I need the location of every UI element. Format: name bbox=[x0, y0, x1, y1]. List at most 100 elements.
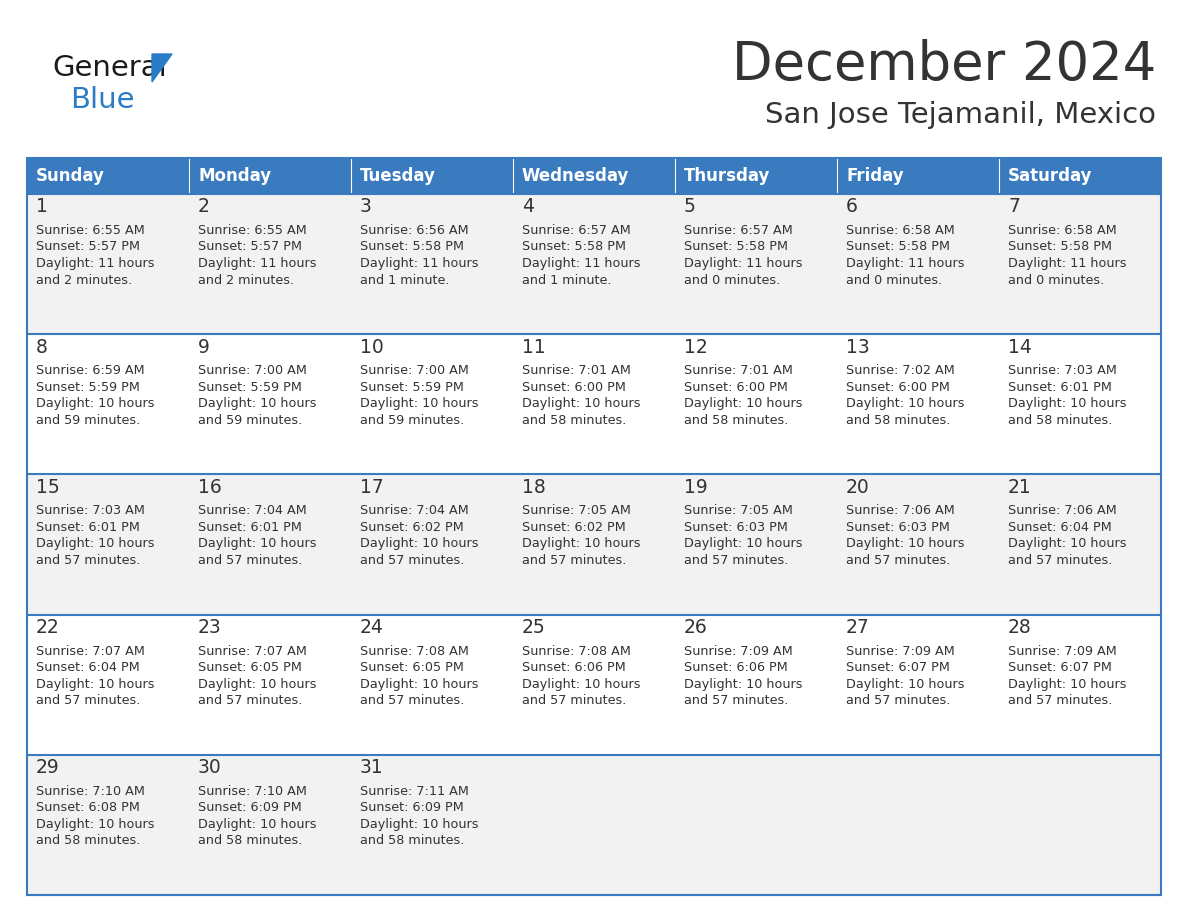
Text: Daylight: 10 hours: Daylight: 10 hours bbox=[36, 818, 154, 831]
Text: 8: 8 bbox=[36, 338, 48, 357]
Text: 15: 15 bbox=[36, 478, 59, 497]
Bar bbox=[675, 158, 838, 194]
Text: Daylight: 10 hours: Daylight: 10 hours bbox=[846, 397, 965, 410]
Text: and 2 minutes.: and 2 minutes. bbox=[36, 274, 132, 286]
Text: and 57 minutes.: and 57 minutes. bbox=[1007, 554, 1112, 567]
Text: Sunset: 5:57 PM: Sunset: 5:57 PM bbox=[198, 241, 302, 253]
Text: Sunset: 5:59 PM: Sunset: 5:59 PM bbox=[360, 381, 463, 394]
Text: Sunrise: 7:07 AM: Sunrise: 7:07 AM bbox=[36, 644, 145, 657]
Text: Sunset: 6:00 PM: Sunset: 6:00 PM bbox=[846, 381, 950, 394]
Text: 11: 11 bbox=[522, 338, 545, 357]
Text: Daylight: 11 hours: Daylight: 11 hours bbox=[684, 257, 803, 270]
Text: Sunrise: 7:06 AM: Sunrise: 7:06 AM bbox=[846, 504, 955, 518]
Text: 24: 24 bbox=[360, 618, 384, 637]
Text: Daylight: 10 hours: Daylight: 10 hours bbox=[522, 397, 640, 410]
Text: and 57 minutes.: and 57 minutes. bbox=[846, 694, 950, 707]
Text: Daylight: 10 hours: Daylight: 10 hours bbox=[360, 818, 479, 831]
Text: Sunrise: 6:58 AM: Sunrise: 6:58 AM bbox=[1007, 224, 1117, 237]
Text: Sunset: 6:08 PM: Sunset: 6:08 PM bbox=[36, 801, 140, 814]
Text: and 0 minutes.: and 0 minutes. bbox=[846, 274, 942, 286]
Text: 22: 22 bbox=[36, 618, 59, 637]
Text: Sunset: 6:01 PM: Sunset: 6:01 PM bbox=[36, 521, 140, 534]
Text: Sunset: 6:07 PM: Sunset: 6:07 PM bbox=[1007, 661, 1112, 674]
Text: Sunrise: 6:57 AM: Sunrise: 6:57 AM bbox=[522, 224, 631, 237]
Text: Sunset: 6:06 PM: Sunset: 6:06 PM bbox=[522, 661, 626, 674]
Text: Sunset: 6:09 PM: Sunset: 6:09 PM bbox=[360, 801, 463, 814]
Bar bbox=[999, 158, 1161, 194]
Text: Sunrise: 6:55 AM: Sunrise: 6:55 AM bbox=[198, 224, 307, 237]
Text: Wednesday: Wednesday bbox=[522, 167, 630, 185]
Text: Sunset: 6:04 PM: Sunset: 6:04 PM bbox=[1007, 521, 1112, 534]
Text: and 57 minutes.: and 57 minutes. bbox=[522, 554, 626, 567]
Bar bbox=[27, 755, 1161, 895]
Text: 10: 10 bbox=[360, 338, 384, 357]
Bar bbox=[27, 158, 189, 194]
Text: Sunset: 6:01 PM: Sunset: 6:01 PM bbox=[1007, 381, 1112, 394]
Text: 6: 6 bbox=[846, 197, 858, 217]
Text: 17: 17 bbox=[360, 478, 384, 497]
Bar bbox=[350, 158, 513, 194]
Text: and 58 minutes.: and 58 minutes. bbox=[198, 834, 303, 847]
Text: Sunset: 6:02 PM: Sunset: 6:02 PM bbox=[360, 521, 463, 534]
Text: Daylight: 11 hours: Daylight: 11 hours bbox=[198, 257, 316, 270]
Text: Sunrise: 7:00 AM: Sunrise: 7:00 AM bbox=[360, 364, 469, 377]
Text: Sunrise: 7:08 AM: Sunrise: 7:08 AM bbox=[360, 644, 469, 657]
Text: Sunday: Sunday bbox=[36, 167, 105, 185]
Text: Sunrise: 6:58 AM: Sunrise: 6:58 AM bbox=[846, 224, 955, 237]
Text: Sunrise: 7:11 AM: Sunrise: 7:11 AM bbox=[360, 785, 469, 798]
Text: 4: 4 bbox=[522, 197, 533, 217]
Text: 26: 26 bbox=[684, 618, 708, 637]
Text: Daylight: 11 hours: Daylight: 11 hours bbox=[846, 257, 965, 270]
Text: Sunrise: 7:06 AM: Sunrise: 7:06 AM bbox=[1007, 504, 1117, 518]
Text: 12: 12 bbox=[684, 338, 708, 357]
Text: 9: 9 bbox=[198, 338, 210, 357]
Text: Sunset: 6:03 PM: Sunset: 6:03 PM bbox=[684, 521, 788, 534]
Text: Daylight: 10 hours: Daylight: 10 hours bbox=[36, 537, 154, 551]
Text: Sunset: 6:07 PM: Sunset: 6:07 PM bbox=[846, 661, 950, 674]
Text: Sunset: 5:57 PM: Sunset: 5:57 PM bbox=[36, 241, 140, 253]
Bar bbox=[838, 158, 999, 194]
Text: General: General bbox=[52, 54, 166, 82]
Text: Sunrise: 7:01 AM: Sunrise: 7:01 AM bbox=[684, 364, 792, 377]
Text: 2: 2 bbox=[198, 197, 210, 217]
Text: Monday: Monday bbox=[198, 167, 271, 185]
Text: 30: 30 bbox=[198, 758, 222, 778]
Bar bbox=[27, 158, 1161, 895]
Text: Daylight: 10 hours: Daylight: 10 hours bbox=[198, 397, 316, 410]
Text: Saturday: Saturday bbox=[1007, 167, 1093, 185]
Text: 5: 5 bbox=[684, 197, 696, 217]
Text: Sunrise: 7:05 AM: Sunrise: 7:05 AM bbox=[522, 504, 631, 518]
Text: Sunrise: 7:03 AM: Sunrise: 7:03 AM bbox=[36, 504, 145, 518]
Text: and 57 minutes.: and 57 minutes. bbox=[360, 554, 465, 567]
Text: Sunrise: 6:56 AM: Sunrise: 6:56 AM bbox=[360, 224, 468, 237]
Text: Sunrise: 6:55 AM: Sunrise: 6:55 AM bbox=[36, 224, 145, 237]
Text: and 58 minutes.: and 58 minutes. bbox=[522, 414, 626, 427]
Text: Sunrise: 7:07 AM: Sunrise: 7:07 AM bbox=[198, 644, 307, 657]
Text: and 57 minutes.: and 57 minutes. bbox=[36, 694, 140, 707]
Text: and 58 minutes.: and 58 minutes. bbox=[360, 834, 465, 847]
Text: and 57 minutes.: and 57 minutes. bbox=[684, 694, 789, 707]
Bar bbox=[27, 334, 1161, 475]
Text: Daylight: 11 hours: Daylight: 11 hours bbox=[1007, 257, 1126, 270]
Text: Daylight: 10 hours: Daylight: 10 hours bbox=[684, 397, 803, 410]
Text: and 58 minutes.: and 58 minutes. bbox=[36, 834, 140, 847]
Text: San Jose Tejamanil, Mexico: San Jose Tejamanil, Mexico bbox=[765, 101, 1156, 129]
Text: Sunset: 5:58 PM: Sunset: 5:58 PM bbox=[684, 241, 788, 253]
Bar bbox=[27, 614, 1161, 755]
Text: 16: 16 bbox=[198, 478, 222, 497]
Text: Sunrise: 7:03 AM: Sunrise: 7:03 AM bbox=[1007, 364, 1117, 377]
Text: Sunset: 6:02 PM: Sunset: 6:02 PM bbox=[522, 521, 626, 534]
Text: Daylight: 10 hours: Daylight: 10 hours bbox=[1007, 677, 1126, 690]
Text: Daylight: 10 hours: Daylight: 10 hours bbox=[522, 537, 640, 551]
Text: and 57 minutes.: and 57 minutes. bbox=[198, 554, 303, 567]
Text: and 57 minutes.: and 57 minutes. bbox=[360, 694, 465, 707]
Text: Sunset: 6:05 PM: Sunset: 6:05 PM bbox=[198, 661, 302, 674]
Text: and 0 minutes.: and 0 minutes. bbox=[684, 274, 781, 286]
Text: and 58 minutes.: and 58 minutes. bbox=[1007, 414, 1112, 427]
Text: Thursday: Thursday bbox=[684, 167, 770, 185]
Text: 13: 13 bbox=[846, 338, 870, 357]
Text: Sunrise: 7:10 AM: Sunrise: 7:10 AM bbox=[198, 785, 307, 798]
Text: Sunset: 5:58 PM: Sunset: 5:58 PM bbox=[1007, 241, 1112, 253]
Text: 14: 14 bbox=[1007, 338, 1032, 357]
Text: Daylight: 10 hours: Daylight: 10 hours bbox=[360, 537, 479, 551]
